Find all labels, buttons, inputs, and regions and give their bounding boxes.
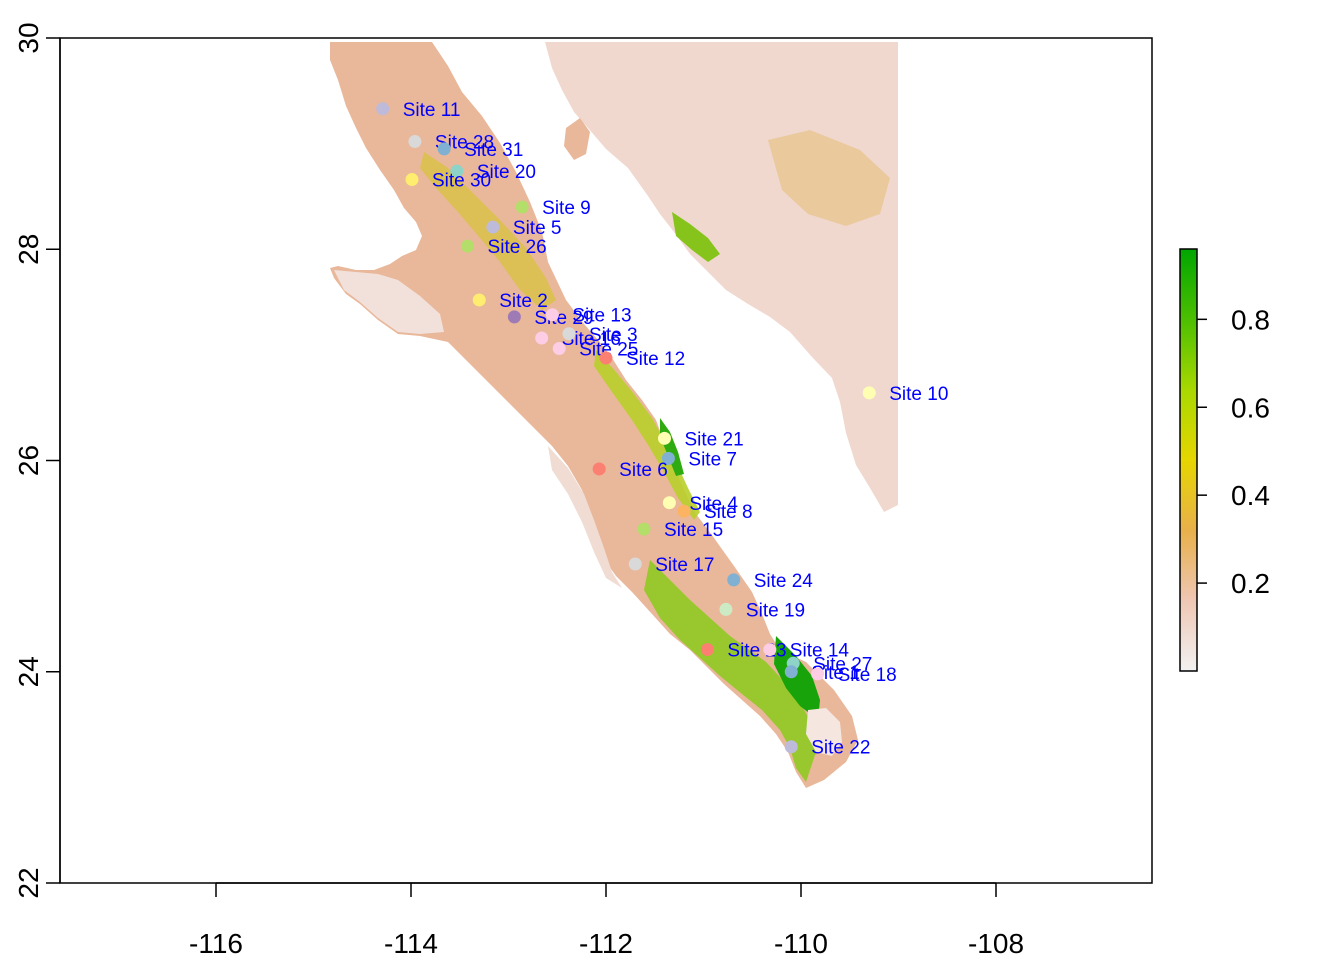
- y-tick-label: 24: [13, 656, 44, 687]
- site-label: Site 21: [685, 429, 744, 450]
- x-tick-label: -114: [384, 928, 438, 959]
- sierra-la-laguna-low: [806, 708, 842, 756]
- x-tick-label: -116: [189, 928, 243, 959]
- tiburon-island: [564, 118, 590, 160]
- site-label: Site 8: [704, 502, 753, 523]
- site-label: Site 30: [432, 171, 491, 192]
- site-marker: [784, 740, 798, 754]
- site-marker: [784, 665, 798, 679]
- site-label: Site 9: [542, 198, 591, 219]
- colorbar-legend: 0.2 0.4 0.6 0.8: [1179, 248, 1270, 672]
- site-marker: [545, 308, 559, 322]
- site-label: Site 10: [889, 384, 948, 405]
- site-label: Site 22: [811, 738, 870, 759]
- site-label: Site 31: [464, 140, 523, 161]
- site-label: Site 1: [811, 663, 860, 684]
- site-label: Site 11: [403, 100, 461, 121]
- y-tick-label: 30: [13, 22, 44, 53]
- site-marker: [637, 522, 651, 536]
- site-marker: [461, 239, 475, 253]
- y-tick-label: 22: [13, 867, 44, 898]
- y-axis: 22 24 26 28 30: [13, 22, 61, 899]
- site-label: Site 26: [488, 237, 547, 258]
- site-label: Site 3: [589, 325, 638, 346]
- site-label: Site 25: [579, 340, 638, 361]
- site-label: Site 4: [689, 494, 738, 515]
- site-marker: [599, 351, 613, 365]
- vizcaino-low-suitability: [334, 270, 444, 334]
- site-label: Site 5: [513, 218, 562, 239]
- site-label: Site 12: [626, 349, 685, 370]
- site-marker: [592, 462, 606, 476]
- site-label: Site 19: [746, 600, 805, 621]
- colorbar-tick-label: 0.6: [1231, 392, 1270, 423]
- y-tick-label: 26: [13, 445, 44, 476]
- site-marker: [472, 293, 486, 307]
- site-marker: [408, 135, 422, 149]
- site-marker: [515, 200, 529, 214]
- site-marker: [405, 173, 419, 187]
- site-marker: [552, 342, 566, 356]
- sonora-mid-suitability: [768, 130, 890, 226]
- x-tick-label: -108: [968, 928, 1024, 959]
- site-label: Site 6: [619, 460, 668, 481]
- sonora-high-suitability: [672, 212, 720, 262]
- site-marker: [562, 327, 576, 341]
- colorbar-tick-label: 0.4: [1231, 480, 1270, 511]
- suitability-raster: [330, 42, 898, 788]
- site-marker: [437, 142, 451, 156]
- site-marker: [507, 310, 521, 324]
- site-marker: [628, 557, 642, 571]
- high-suitability-band-south: [644, 560, 816, 782]
- site-label: Site 16: [562, 329, 621, 350]
- site-label: Site 2: [499, 291, 548, 312]
- site-marker: [700, 643, 714, 657]
- site-marker: [719, 602, 733, 616]
- site-label: Site 18: [838, 665, 897, 686]
- x-axis: -116 -114 -112 -110 -108: [189, 882, 1024, 959]
- magdalena-plain-low: [548, 446, 622, 588]
- high-suitability-band-central: [594, 350, 700, 520]
- site-label: Site 17: [655, 555, 714, 576]
- angel-de-la-guarda-island: [484, 146, 512, 192]
- site-label: Site 27: [813, 654, 872, 675]
- baja-peninsula: [330, 42, 858, 788]
- site-label: Site 13: [572, 306, 631, 327]
- site-label: Site 20: [477, 162, 536, 183]
- site-marker: [662, 496, 676, 510]
- site-marker: [486, 220, 500, 234]
- site-marker: [535, 331, 549, 345]
- site-marker: [658, 431, 671, 445]
- site-label: Site 24: [754, 571, 814, 592]
- site-label: Site 14: [790, 641, 850, 662]
- site-marker: [763, 643, 777, 657]
- colorbar-tick-label: 0.8: [1231, 304, 1270, 335]
- site-marker: [727, 573, 741, 587]
- x-tick-label: -110: [774, 928, 828, 959]
- site-marker: [862, 386, 876, 400]
- site-label: Site 23: [727, 641, 786, 662]
- site-marker: [811, 667, 825, 681]
- site-marker: [450, 164, 464, 178]
- x-tick-label: -112: [579, 928, 633, 959]
- site-label: Site 15: [664, 520, 723, 541]
- site-label: Site 7: [688, 449, 737, 470]
- colorbar-tick-label: 0.2: [1231, 568, 1270, 599]
- y-tick-label: 28: [13, 234, 44, 265]
- site-marker: [677, 504, 691, 518]
- site-marker: [661, 451, 675, 465]
- colorbar: [1179, 248, 1198, 672]
- high-suitability-cape: [774, 636, 820, 720]
- site-marker: [376, 102, 390, 116]
